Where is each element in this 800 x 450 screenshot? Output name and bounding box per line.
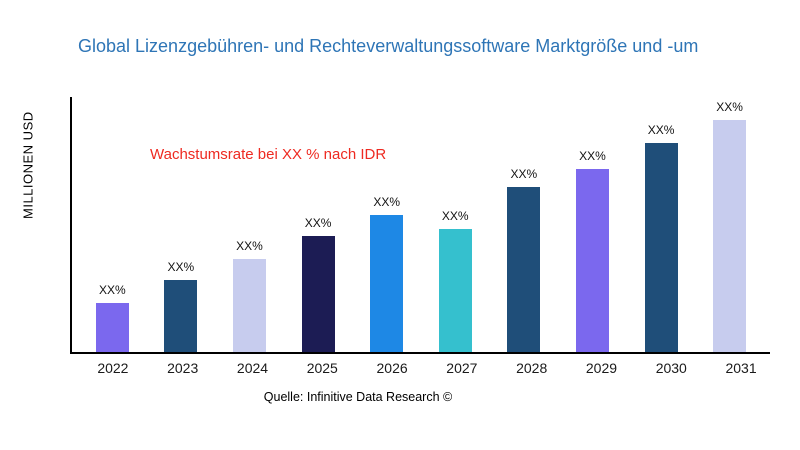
bar-2028 — [507, 187, 541, 352]
bar-value-label-2023: XX% — [167, 260, 195, 274]
source-attribution: Quelle: Infinitive Data Research © — [263, 390, 453, 404]
bar-column-2023: XX% — [147, 260, 216, 352]
x-tick-2026: 2026 — [376, 360, 408, 376]
x-axis-line — [70, 352, 770, 354]
bar-2026 — [370, 215, 404, 352]
bar-column-2028: XX% — [490, 167, 559, 352]
y-axis-title: MILLIONEN USD — [20, 111, 36, 219]
bar-value-label-2031: XX% — [716, 100, 743, 114]
x-tick-2030: 2030 — [655, 360, 687, 376]
bar-column-2025: XX% — [284, 216, 353, 352]
bar-value-label-2030: XX% — [647, 123, 675, 137]
bar-value-label-2025: XX% — [304, 216, 332, 230]
bar-column-2030: XX% — [627, 123, 696, 352]
bar-2022 — [95, 303, 129, 352]
bar-value-label-2024: XX% — [236, 239, 263, 253]
bar-value-label-2027: XX% — [441, 209, 469, 223]
bar-column-2022: XX% — [78, 283, 147, 352]
bar-value-label-2029: XX% — [579, 149, 606, 163]
chart-title: Global Lizenzgebühren- und Rechteverwalt… — [78, 36, 699, 56]
x-tick-2025: 2025 — [306, 360, 338, 376]
bar-column-2031: XX% — [695, 100, 764, 352]
plot-area: XX% XX% XX% XX% XX% XX% XX% XX% XX% XX% — [70, 97, 770, 354]
bar-2025 — [301, 236, 335, 352]
x-tick-2022: 2022 — [97, 360, 129, 376]
x-tick-2024: 2024 — [236, 360, 269, 376]
x-tick-2028: 2028 — [516, 360, 548, 376]
bar-column-2026: XX% — [352, 195, 421, 352]
growth-rate-annotation: Wachstumsrate bei XX % nach IDR — [150, 146, 387, 163]
bar-value-label-2026: XX% — [373, 195, 401, 209]
bar-column-2024: XX% — [215, 239, 284, 352]
bar-2024 — [232, 259, 266, 352]
bar-2030 — [644, 143, 678, 352]
x-axis-labels: 2022 2023 2024 2025 2026 2027 2028 2029 2030 2031 — [72, 360, 782, 376]
bar-value-label-2022: XX% — [98, 283, 126, 297]
bar-column-2029: XX% — [558, 149, 627, 352]
bars-row: XX% XX% XX% XX% XX% XX% XX% XX% XX% XX% — [72, 97, 770, 352]
x-tick-2029: 2029 — [585, 360, 618, 376]
bar-column-2027: XX% — [421, 209, 490, 352]
bar-2027 — [438, 229, 472, 352]
bar-2031 — [713, 120, 747, 352]
bar-value-label-2028: XX% — [510, 167, 538, 181]
bar-2023 — [164, 280, 198, 352]
y-axis-line — [70, 97, 72, 352]
x-tick-2023: 2023 — [167, 360, 199, 376]
x-tick-2031: 2031 — [725, 360, 757, 376]
bar-2029 — [575, 169, 609, 352]
x-tick-2027: 2027 — [446, 360, 478, 376]
